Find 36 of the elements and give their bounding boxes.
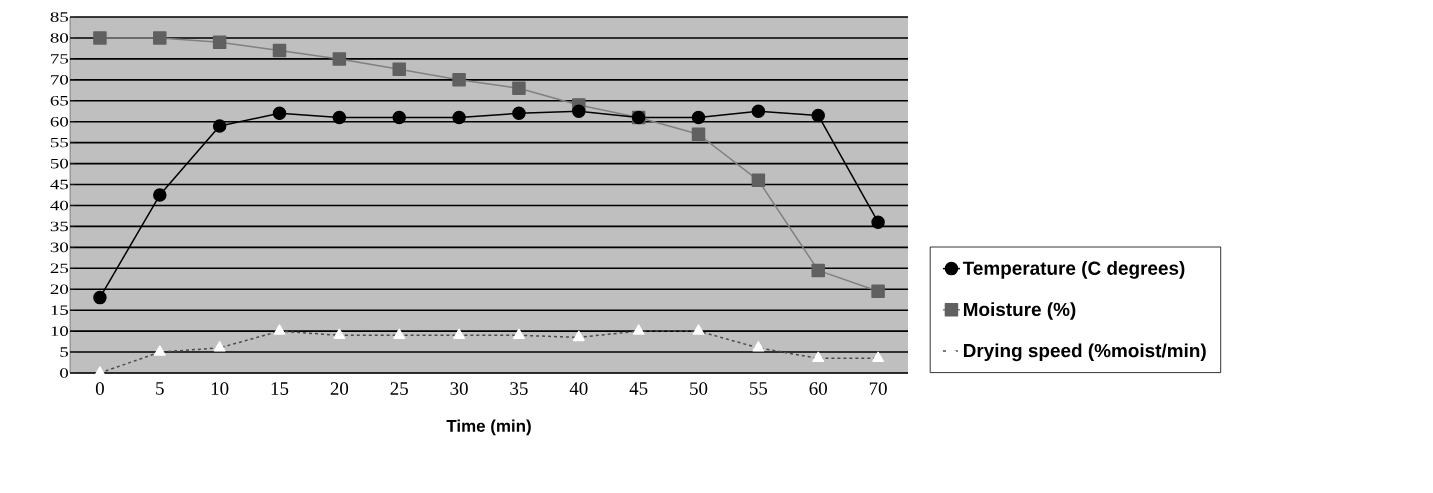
x-tick-label: 55 [749,382,768,395]
x-tick-label: 40 [569,382,588,395]
y-tick-label: 45 [50,179,69,190]
y-tick-label: 20 [50,284,69,295]
x-tick-label: 0 [95,382,104,395]
y-tick-label: 75 [51,54,69,64]
x-axis-title: Time (min) [446,419,531,436]
x-tick-label: 70 [869,382,887,395]
x-tick-label: 45 [629,382,648,395]
y-tick-label: 70 [51,75,69,85]
y-tick-label: 35 [50,221,69,232]
y-tick-label: 55 [50,137,69,148]
y-tick-label: 0 [60,368,69,378]
x-tick-label: 20 [330,382,349,395]
y-tick-label: 25 [50,263,69,274]
x-tick-label: 60 [809,382,827,395]
y-tick-label: 10 [51,326,69,336]
y-tick-label: 50 [50,158,69,169]
x-tick-label: 5 [156,382,164,395]
legend-label: Temperature (C degrees) [962,261,1185,279]
x-tick-label: 10 [211,382,229,395]
y-tick-label: 40 [50,200,69,211]
y-tick-label: 85 [50,12,69,22]
y-tick-label: 30 [50,242,69,253]
x-tick-label: 25 [390,382,408,395]
legend-label: Drying speed (%moist/min) [963,343,1206,362]
x-tick-label: 35 [510,382,528,395]
y-tick-label: 80 [50,33,69,43]
legend-label: Moisture (%) [963,302,1076,320]
y-tick-label: 5 [60,347,69,357]
x-tick-label: 15 [271,382,289,395]
x-tick-label: 30 [450,382,468,395]
x-tick-label: 50 [690,382,708,395]
y-tick-label: 65 [50,95,69,106]
y-tick-label: 60 [50,116,69,127]
y-tick-label: 15 [51,305,69,315]
